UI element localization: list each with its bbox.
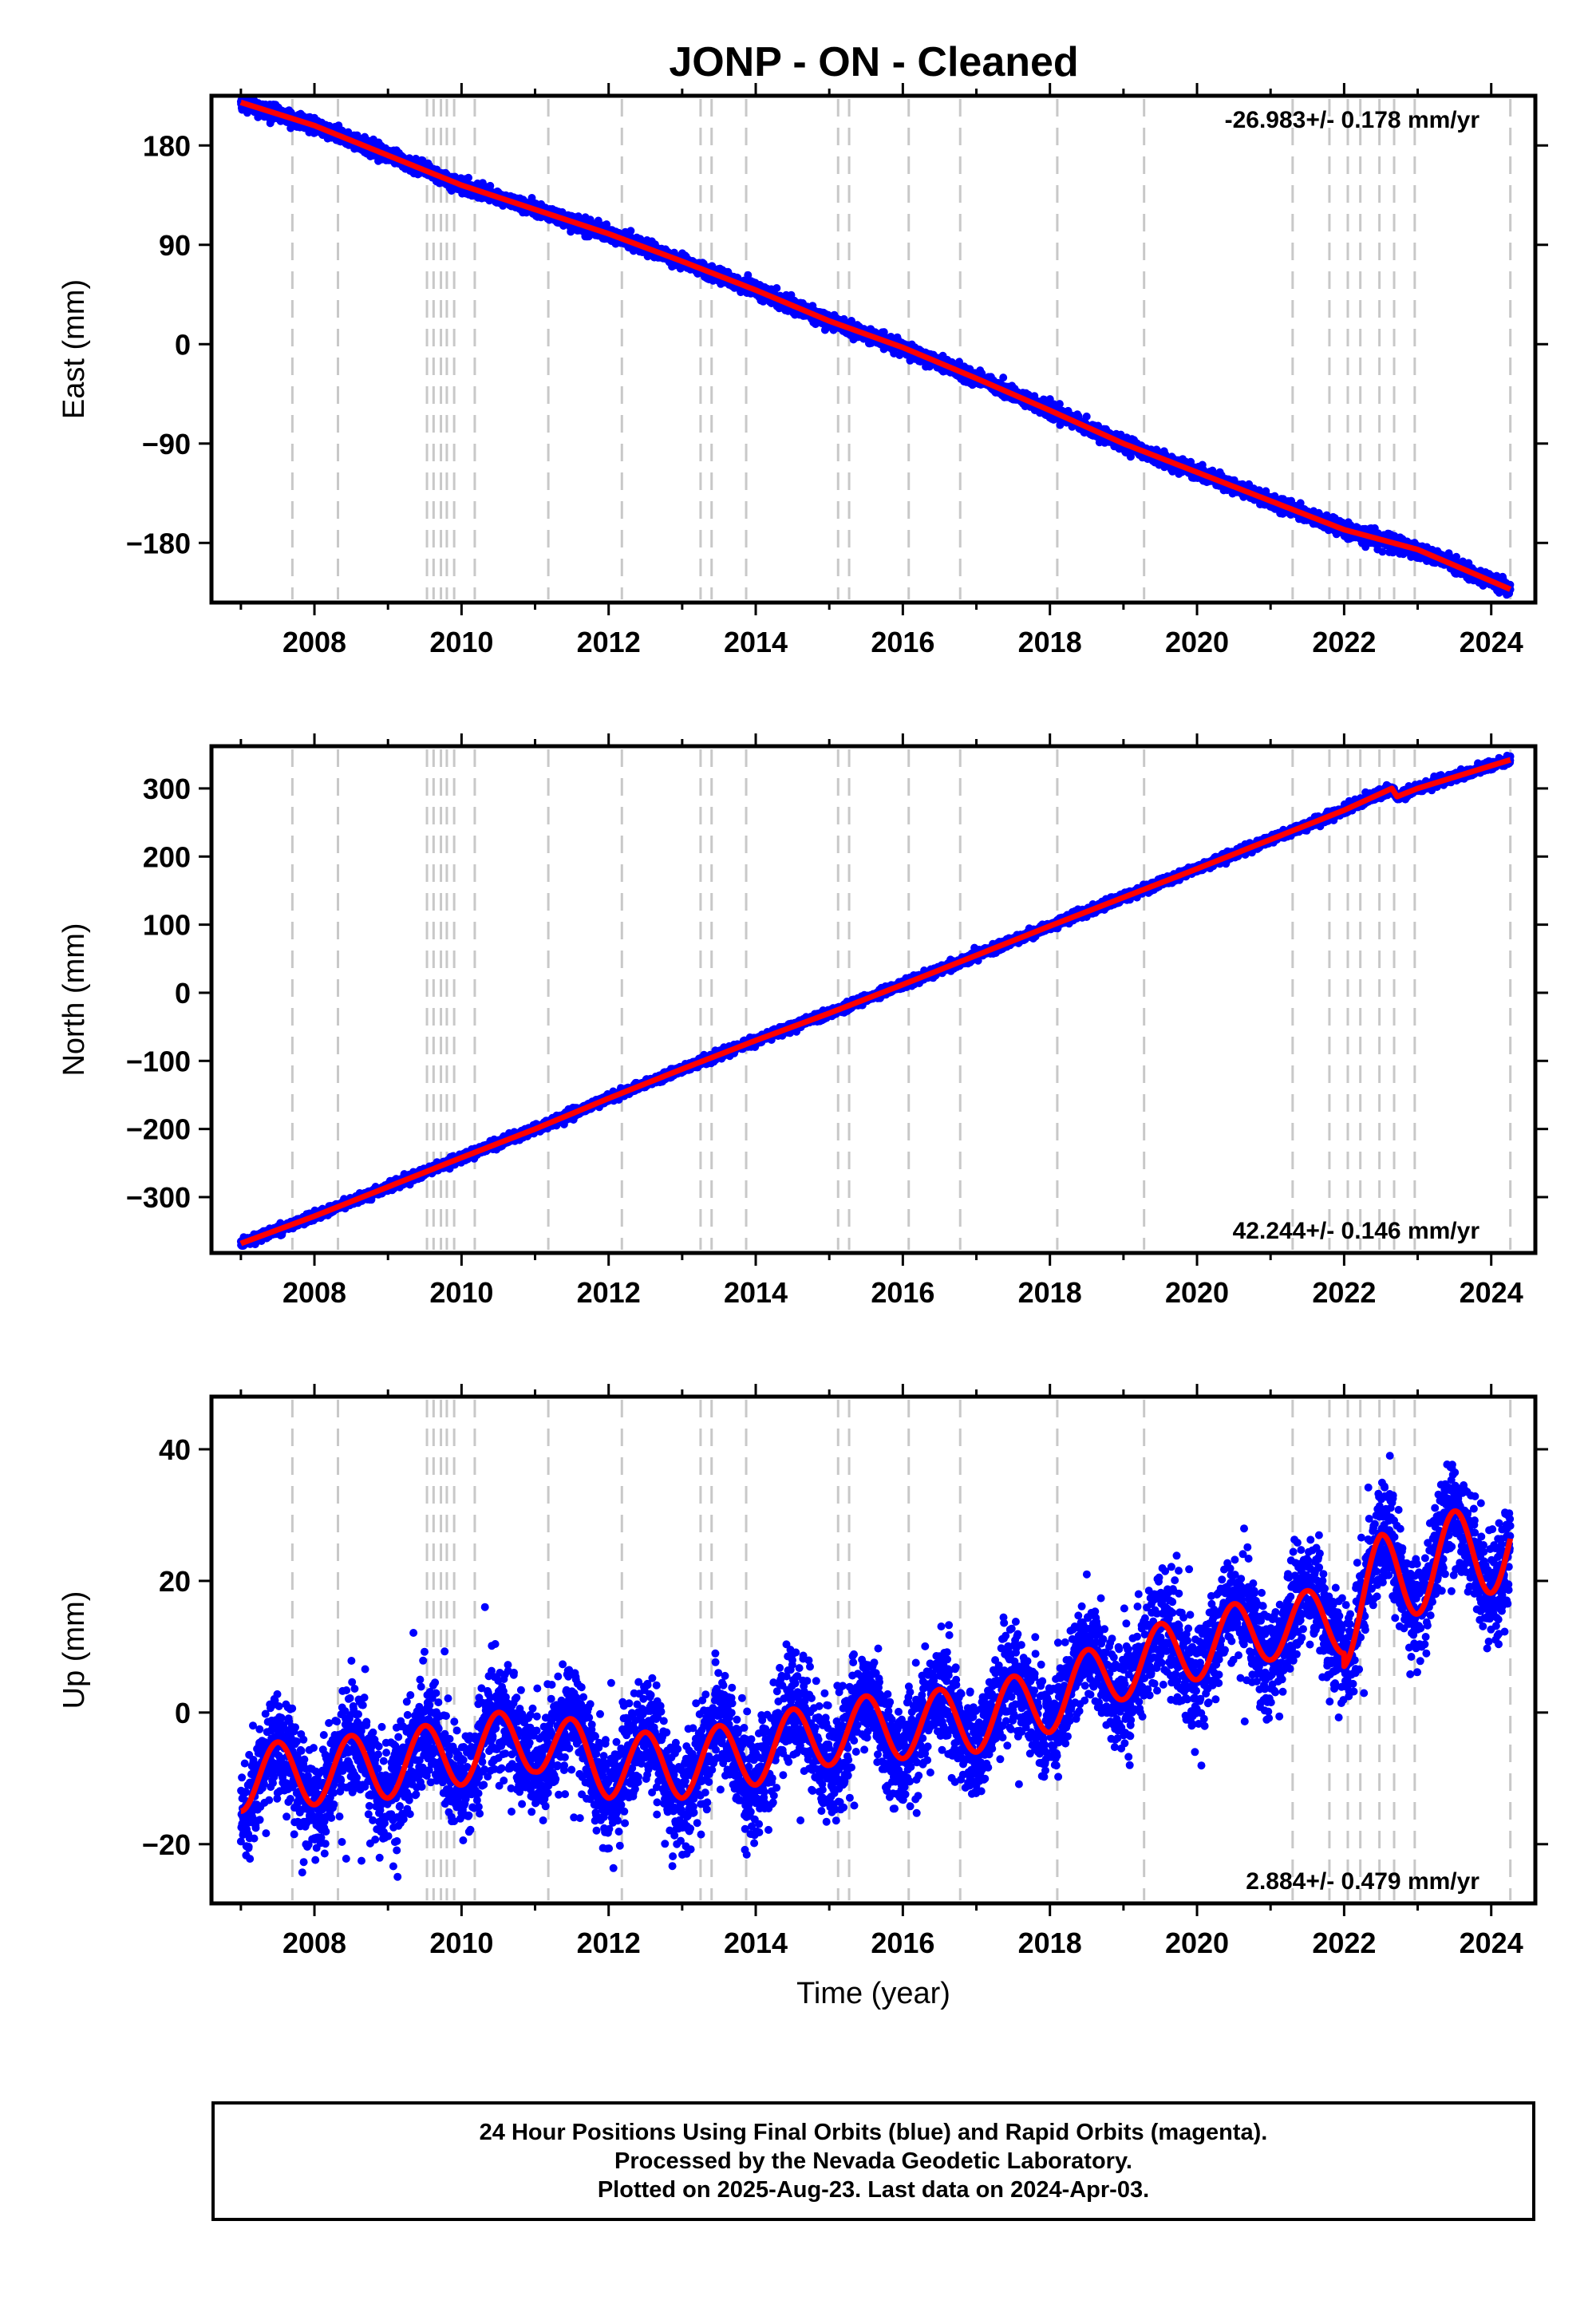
y-tick-label: −20 bbox=[142, 1828, 191, 1861]
y-axis: −300 −200 −100 0 100 200 300 bbox=[126, 773, 1548, 1214]
x-tick-label: 2024 bbox=[1460, 1927, 1523, 1959]
panel-up: 2008 2010 2012 2014 2016 2018 2020 2022 2024 −20 0… bbox=[57, 1384, 1548, 2010]
velocity-rate-label: -26.983+/- 0.178 mm/yr bbox=[1225, 107, 1480, 133]
y-tick-label: 200 bbox=[143, 840, 191, 873]
x-tick-label: 2016 bbox=[871, 1276, 934, 1309]
x-tick-label: 2016 bbox=[871, 1927, 934, 1959]
y-tick-label: −200 bbox=[126, 1113, 191, 1146]
series-final-orbits bbox=[236, 1452, 1515, 1881]
x-tick-label: 2024 bbox=[1460, 626, 1523, 658]
x-tick-label: 2022 bbox=[1312, 1927, 1376, 1959]
y-tick-label: −300 bbox=[126, 1181, 191, 1214]
x-tick-label: 2024 bbox=[1460, 1276, 1523, 1309]
x-tick-label: 2010 bbox=[429, 626, 493, 658]
y-tick-label: 0 bbox=[175, 328, 191, 361]
model-fit-line bbox=[238, 99, 1513, 592]
x-tick-label: 2008 bbox=[282, 1276, 346, 1309]
panel-frame bbox=[209, 744, 1538, 1255]
velocity-rate-label: 2.884+/- 0.479 mm/yr bbox=[1246, 1868, 1479, 1895]
x-tick-label: 2020 bbox=[1165, 1276, 1229, 1309]
panel-frame bbox=[209, 1394, 1538, 1906]
footer-line-orbits: 24 Hour Positions Using Final Orbits (bl… bbox=[479, 2120, 1268, 2145]
x-tick-label: 2018 bbox=[1018, 626, 1082, 658]
y-tick-label: 300 bbox=[143, 773, 191, 805]
x-tick-label: 2010 bbox=[429, 1276, 493, 1309]
x-axis: 2008 2010 2012 2014 2016 2018 2020 2022 2024 bbox=[239, 733, 1523, 1309]
daily-position-points bbox=[236, 1452, 1515, 1881]
x-tick-label: 2018 bbox=[1018, 1276, 1082, 1309]
y-tick-label: 0 bbox=[175, 1697, 191, 1729]
event-lines bbox=[290, 99, 1512, 599]
y-axis-label: Up (mm) bbox=[57, 1591, 91, 1709]
x-axis: 2008 2010 2012 2014 2016 2018 2020 2022 2024 bbox=[239, 83, 1523, 658]
x-tick-label: 2020 bbox=[1165, 1927, 1229, 1959]
x-axis-label: Time (year) bbox=[796, 1977, 950, 2010]
y-axis-label: East (mm) bbox=[57, 279, 91, 419]
footer-legend-box: 24 Hour Positions Using Final Orbits (bl… bbox=[211, 2101, 1535, 2221]
velocity-rate-label: 42.244+/- 0.146 mm/yr bbox=[1233, 1218, 1480, 1244]
x-tick-label: 2010 bbox=[429, 1927, 493, 1959]
y-tick-label: 40 bbox=[159, 1433, 191, 1466]
panel-north: 2008 2010 2012 2014 2016 2018 2020 2022 2024 −300… bbox=[57, 733, 1548, 1309]
y-tick-label: 0 bbox=[175, 977, 191, 1010]
x-tick-label: 2014 bbox=[724, 626, 788, 658]
panel-east: 2008 2010 2012 2014 2016 2018 2020 2022 2024 −180… bbox=[57, 83, 1548, 658]
y-tick-label: 90 bbox=[159, 229, 191, 262]
y-tick-label: 20 bbox=[159, 1565, 191, 1598]
footer-line-plotted: Plotted on 2025-Aug-23. Last data on 202… bbox=[597, 2177, 1150, 2203]
panel-frame bbox=[209, 93, 1538, 605]
x-tick-label: 2008 bbox=[282, 626, 346, 658]
x-axis: 2008 2010 2012 2014 2016 2018 2020 2022 2024 bbox=[239, 1384, 1523, 1959]
y-axis-label: North (mm) bbox=[57, 923, 91, 1076]
y-tick-label: −180 bbox=[126, 527, 191, 559]
x-tick-label: 2020 bbox=[1165, 626, 1229, 658]
y-tick-label: 180 bbox=[143, 129, 191, 162]
x-tick-label: 2008 bbox=[282, 1927, 346, 1959]
x-tick-label: 2022 bbox=[1312, 626, 1376, 658]
model-fit-line bbox=[238, 757, 1513, 1247]
x-tick-label: 2012 bbox=[577, 1276, 641, 1309]
y-tick-label: −90 bbox=[142, 428, 191, 460]
x-tick-label: 2014 bbox=[724, 1927, 788, 1959]
x-tick-label: 2016 bbox=[871, 626, 934, 658]
y-tick-label: 100 bbox=[143, 909, 191, 942]
x-tick-label: 2012 bbox=[577, 626, 641, 658]
footer-line-processed: Processed by the Nevada Geodetic Laborat… bbox=[614, 2148, 1132, 2174]
y-axis: −20 0 20 40 bbox=[142, 1433, 1548, 1861]
x-tick-label: 2014 bbox=[724, 1276, 788, 1309]
x-tick-label: 2022 bbox=[1312, 1276, 1376, 1309]
y-tick-label: −100 bbox=[126, 1045, 191, 1077]
model-fit-line bbox=[238, 1508, 1514, 1814]
y-axis: −180 −90 0 90 180 bbox=[126, 129, 1548, 559]
figure-title: JONP - ON - Cleaned bbox=[669, 39, 1078, 85]
x-tick-label: 2012 bbox=[577, 1927, 641, 1959]
x-tick-label: 2018 bbox=[1018, 1927, 1082, 1959]
